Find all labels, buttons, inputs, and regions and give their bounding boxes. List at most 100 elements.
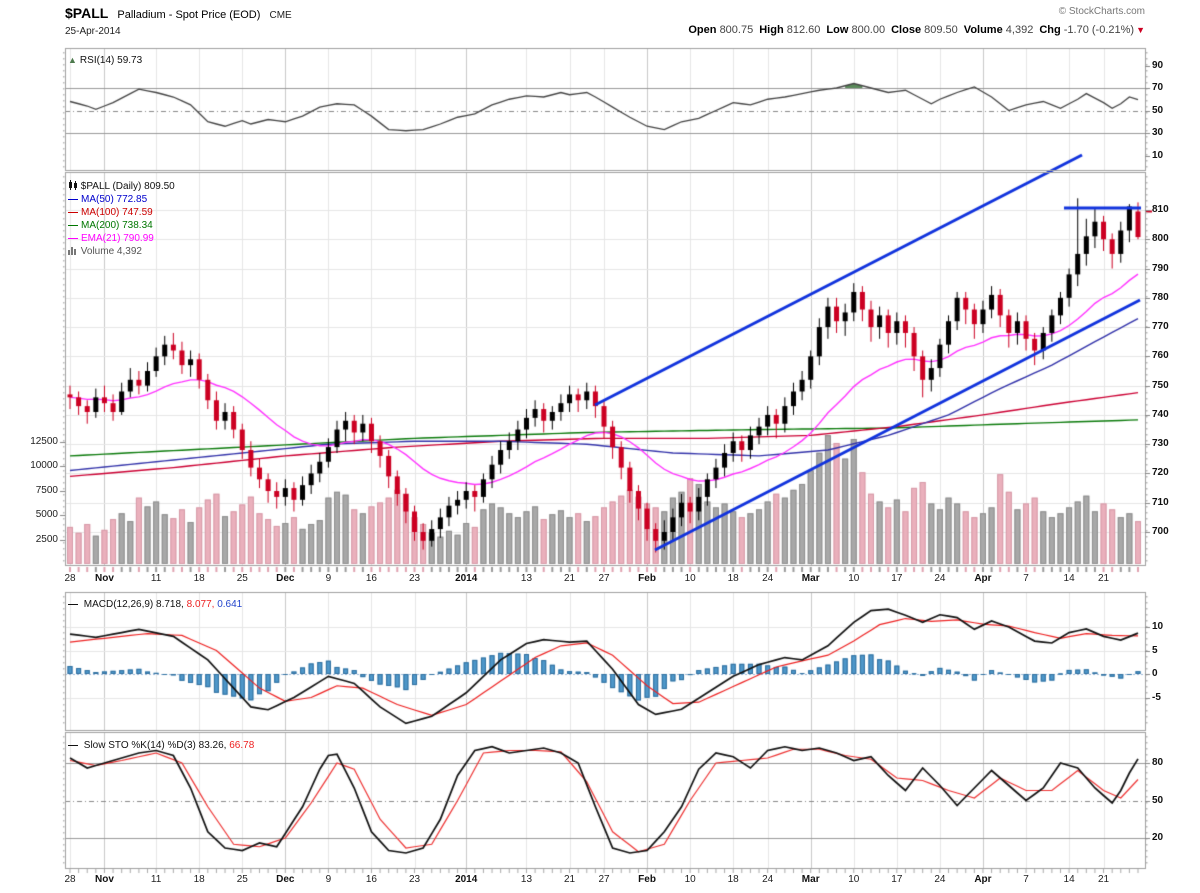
symbol-legend-row: $PALL (Daily) 809.50 [68,180,175,193]
price-axis-label: 750 [1152,379,1169,391]
price-axis-label: 700 [1152,526,1169,537]
date-axis-label: 14 [1063,573,1075,584]
rsi-area-icon: ▲ [68,55,77,65]
date-axis-label: Feb [638,573,656,584]
date-axis-label: 24 [762,874,774,885]
ema21-legend-row: — EMA(21) 790.99 [68,233,154,244]
date-axis-label: 10 [684,874,696,885]
sto-axis-label: 80 [1152,757,1164,768]
chart-title: $PALL Palladium - Spot Price (EOD) CME [65,5,292,21]
date-axis-label: 10 [848,573,860,584]
price-axis-label: 710 [1152,496,1169,508]
date-axis-label: Feb [638,874,656,885]
macd-line-icon: — [68,599,78,610]
chg-label: Chg [1039,24,1061,36]
open-value: 800.75 [719,24,754,36]
macd-legend-name: MACD(12,26,9) [83,599,154,610]
quote-date: 25-Apr-2014 [65,26,121,37]
macd-value: 8.718, [156,599,184,610]
rsi-legend: ▲ RSI(14) 59.73 [68,54,142,67]
price-axis-label: 780 [1152,291,1169,303]
ma50-line-icon: — [68,194,78,205]
date-axis-label: 25 [236,874,248,885]
ema21-line-icon: — [68,233,78,244]
ticker-symbol: $PALL [65,5,109,21]
date-axis-label: 28 [64,874,76,885]
date-axis-label: 21 [563,874,576,885]
sto-axis-label: 20 [1152,832,1164,843]
date-axis-label: 18 [193,573,205,584]
macd-legend: — MACD(12,26,9) 8.718, 8.077, 0.641 [68,598,242,611]
chg-value: -1.70 (-0.21%) [1063,24,1135,36]
date-axis-label: 11 [150,874,162,885]
rsi-axis-label: 30 [1152,127,1164,138]
date-axis-label: Mar [801,573,820,584]
date-axis-label: 24 [762,573,774,584]
date-axis-label: 21 [1097,573,1110,584]
date-axis-label: Nov [94,573,114,584]
macd-hist-value: 0.641 [217,599,243,610]
rsi-legend-text: RSI(14) 59.73 [79,55,143,66]
date-axis-label: 28 [64,573,76,584]
high-label: High [759,24,784,36]
price-axis-label: 730 [1152,438,1169,450]
date-axis-label: 2014 [455,874,478,885]
sto-axis-label: 50 [1152,794,1164,806]
price-axis-label: 720 [1152,467,1169,479]
date-axis-label: 18 [727,874,739,885]
sto-d-value: 66.78 [229,740,255,751]
ma100-legend-row: — MA(100) 747.59 [68,207,153,218]
date-axis-label: Nov [94,874,114,885]
quote-bar: Open 800.75 High 812.60 Low 800.00 Close… [688,24,1145,36]
price-axis-label: 810 [1152,204,1169,215]
macd-axis-label: 5 [1152,644,1158,656]
price-axis-label: 800 [1152,233,1169,245]
volume-axis-label: 10000 [30,460,58,472]
date-axis-label: 9 [325,874,332,885]
chg-down-triangle-icon: ▼ [1136,25,1145,35]
date-axis-label: Apr [974,874,992,885]
date-axis-label: 21 [563,573,576,584]
date-axis-label: 18 [193,874,205,885]
date-axis-label: 16 [365,573,377,584]
date-axis-label: 27 [598,874,610,885]
close-label: Close [891,24,922,36]
date-axis-label: 23 [408,874,421,885]
ma200-legend-row: — MA(200) 738.34 [68,220,153,231]
macd-axis-label: 10 [1152,621,1164,632]
price-axis-label: 740 [1152,408,1169,420]
rsi-axis-label: 70 [1152,82,1164,93]
ma50-legend-row: — MA(50) 772.85 [68,194,148,205]
date-axis-label: 25 [236,573,248,584]
exchange-label: CME [269,10,292,21]
date-axis-label: Dec [276,874,295,885]
date-axis-label: 10 [848,874,860,885]
open-label: Open [688,24,717,36]
ma100-line-icon: — [68,207,78,218]
volume-axis-label: 2500 [35,533,58,545]
sto-legend-name: Slow STO %K(14) %D(3) [83,740,196,751]
date-axis-label: Apr [974,573,992,584]
close-value: 809.50 [924,24,958,36]
date-axis-label: 17 [891,874,903,885]
date-axis-label: 16 [365,874,377,885]
date-axis-label: 7 [1023,874,1029,885]
date-axis-label: 18 [727,573,739,584]
low-value: 800.00 [851,24,886,36]
macd-axis-label: 0 [1152,668,1158,679]
macd-signal-value: 8.077, [186,599,215,610]
macd-axis-label: -5 [1152,691,1161,703]
date-axis-label: 24 [934,874,946,885]
date-axis-label: 10 [684,573,696,584]
copyright: © StockCharts.com [1058,6,1145,17]
date-axis-label: 2014 [455,573,478,584]
volume-axis-label: 12500 [30,436,58,447]
date-axis-label: 23 [408,573,421,584]
date-axis-label: Mar [801,874,820,885]
candlestick-icon [69,180,77,190]
date-axis-label: 13 [520,573,533,584]
volume-label: Volume [963,24,1003,36]
rsi-axis-label: 50 [1152,104,1164,116]
